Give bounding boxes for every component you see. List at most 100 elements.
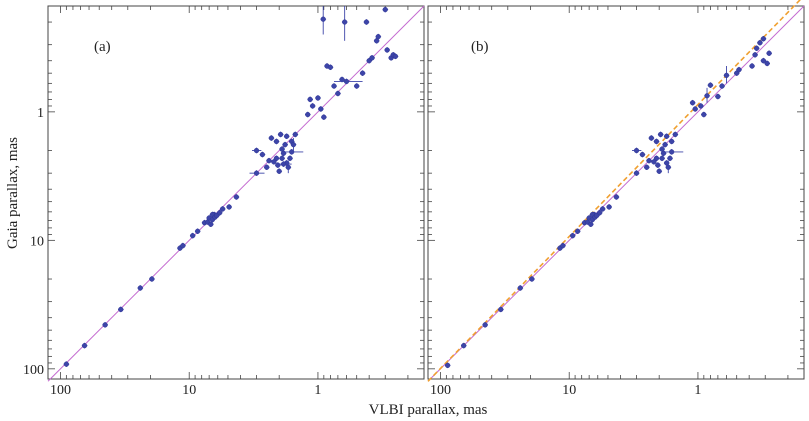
data-point xyxy=(632,147,642,154)
data-point xyxy=(331,83,337,89)
data-point xyxy=(321,114,327,120)
data-marker xyxy=(233,194,239,200)
data-marker xyxy=(253,147,260,154)
data-marker xyxy=(310,103,316,109)
data-marker xyxy=(369,55,375,61)
data-point xyxy=(189,232,196,239)
data-point xyxy=(375,33,382,40)
data-point xyxy=(335,90,341,97)
data-marker xyxy=(752,52,758,58)
data-point xyxy=(659,146,665,152)
data-marker xyxy=(259,151,266,158)
data-marker xyxy=(137,285,143,291)
panel-b-points xyxy=(444,35,772,369)
data-point xyxy=(118,306,124,313)
data-point xyxy=(665,160,672,174)
data-point xyxy=(646,157,652,164)
data-marker xyxy=(658,131,664,138)
data-marker xyxy=(363,19,370,25)
data-marker xyxy=(698,103,704,109)
data-marker xyxy=(279,146,285,152)
data-marker xyxy=(600,206,606,212)
data-marker xyxy=(760,58,767,64)
y-tick-label: 100 xyxy=(23,363,44,378)
data-point xyxy=(320,6,327,35)
data-point xyxy=(659,155,665,162)
data-point xyxy=(353,83,360,89)
data-marker xyxy=(118,306,124,313)
data-point xyxy=(279,155,285,162)
data-marker xyxy=(648,135,654,141)
data-marker xyxy=(327,64,334,70)
data-marker xyxy=(271,159,277,165)
data-marker xyxy=(285,164,291,170)
data-marker xyxy=(659,155,665,161)
data-point xyxy=(276,161,292,167)
data-point xyxy=(273,155,280,162)
data-point xyxy=(282,149,304,155)
data-point xyxy=(663,133,670,140)
data-marker xyxy=(354,83,360,89)
data-point xyxy=(588,221,594,228)
data-point xyxy=(226,204,232,210)
y-axis-label: Gaia parallax, mas xyxy=(5,137,21,249)
data-point xyxy=(392,53,399,60)
data-marker xyxy=(606,204,612,210)
data-point xyxy=(219,206,226,212)
data-marker xyxy=(343,78,350,85)
data-point xyxy=(655,162,661,168)
data-point xyxy=(569,232,576,239)
data-point xyxy=(633,170,640,176)
data-point xyxy=(704,87,710,103)
data-marker xyxy=(672,131,678,138)
data-marker xyxy=(392,53,399,59)
data-point xyxy=(643,164,650,171)
data-point xyxy=(384,47,391,53)
data-point xyxy=(653,138,660,145)
data-point xyxy=(194,228,201,234)
data-marker xyxy=(517,285,523,291)
data-marker xyxy=(659,146,665,152)
data-marker xyxy=(81,343,88,349)
data-marker xyxy=(195,228,201,234)
data-marker xyxy=(279,155,285,161)
identity-line xyxy=(47,5,425,382)
data-marker xyxy=(321,114,327,120)
data-point xyxy=(305,111,311,118)
data-point xyxy=(689,99,696,106)
data-marker xyxy=(102,322,108,328)
data-marker xyxy=(588,221,594,227)
data-marker xyxy=(461,343,467,349)
data-marker xyxy=(318,106,324,112)
data-point xyxy=(662,149,684,155)
panel-a-label: (a) xyxy=(94,39,111,55)
data-marker xyxy=(667,155,673,161)
data-marker xyxy=(653,155,660,161)
data-point xyxy=(599,206,606,212)
data-point xyxy=(363,19,370,25)
data-marker xyxy=(754,45,760,51)
data-point xyxy=(482,322,488,328)
data-point xyxy=(498,306,504,313)
data-marker xyxy=(633,170,640,176)
data-point xyxy=(341,6,348,41)
data-point xyxy=(327,64,334,71)
data-marker xyxy=(284,133,290,139)
data-point xyxy=(276,168,283,174)
data-point xyxy=(657,131,664,138)
data-marker xyxy=(384,47,390,53)
data-marker xyxy=(375,34,381,40)
data-marker xyxy=(664,133,670,139)
data-marker xyxy=(613,194,619,200)
data-marker xyxy=(320,16,326,22)
data-point xyxy=(307,96,313,103)
data-point xyxy=(287,155,293,162)
data-marker xyxy=(764,60,770,67)
data-point xyxy=(252,147,262,154)
data-point xyxy=(263,164,270,171)
data-point xyxy=(648,135,655,141)
data-marker xyxy=(639,151,646,158)
data-point xyxy=(216,209,223,216)
data-point xyxy=(259,151,266,158)
